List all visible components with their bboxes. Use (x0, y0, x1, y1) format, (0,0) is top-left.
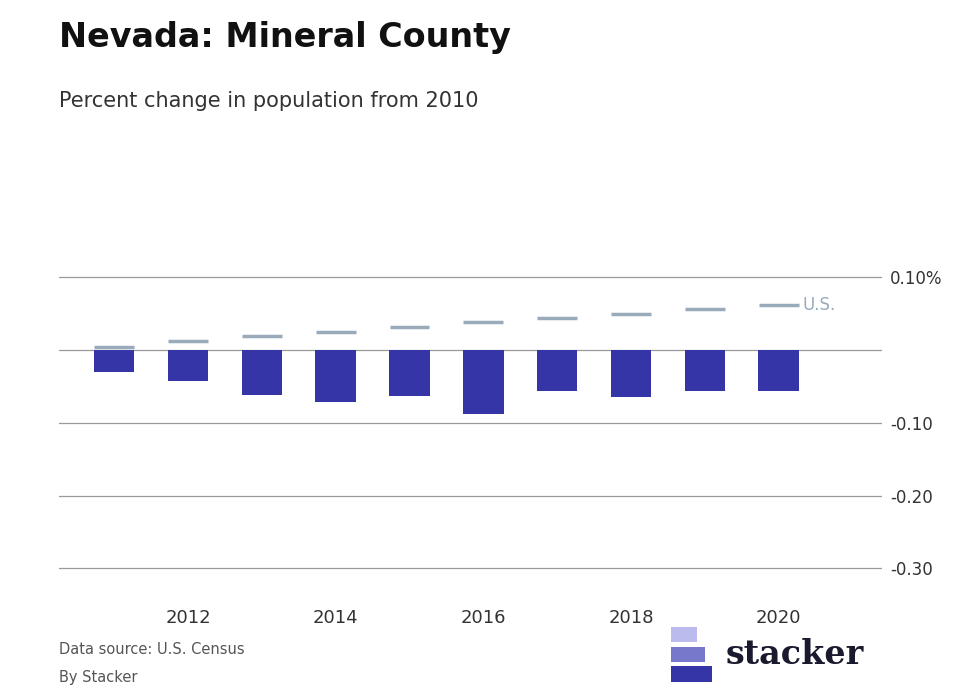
Text: stacker: stacker (725, 637, 863, 671)
Bar (759, 350, 799, 391)
Text: Nevada: Mineral County: Nevada: Mineral County (59, 21, 511, 54)
Text: Data source: U.S. Census: Data source: U.S. Census (59, 642, 244, 657)
Bar (611, 350, 652, 397)
Text: By Stacker: By Stacker (59, 670, 137, 685)
Bar (316, 350, 356, 403)
Bar (94, 350, 134, 372)
Bar (537, 350, 577, 391)
Bar (389, 350, 430, 396)
Text: U.S.: U.S. (803, 296, 836, 314)
Text: Percent change in population from 2010: Percent change in population from 2010 (59, 91, 478, 111)
Bar (168, 350, 209, 380)
Bar (241, 350, 282, 395)
Bar (463, 350, 504, 414)
Bar (684, 350, 725, 391)
